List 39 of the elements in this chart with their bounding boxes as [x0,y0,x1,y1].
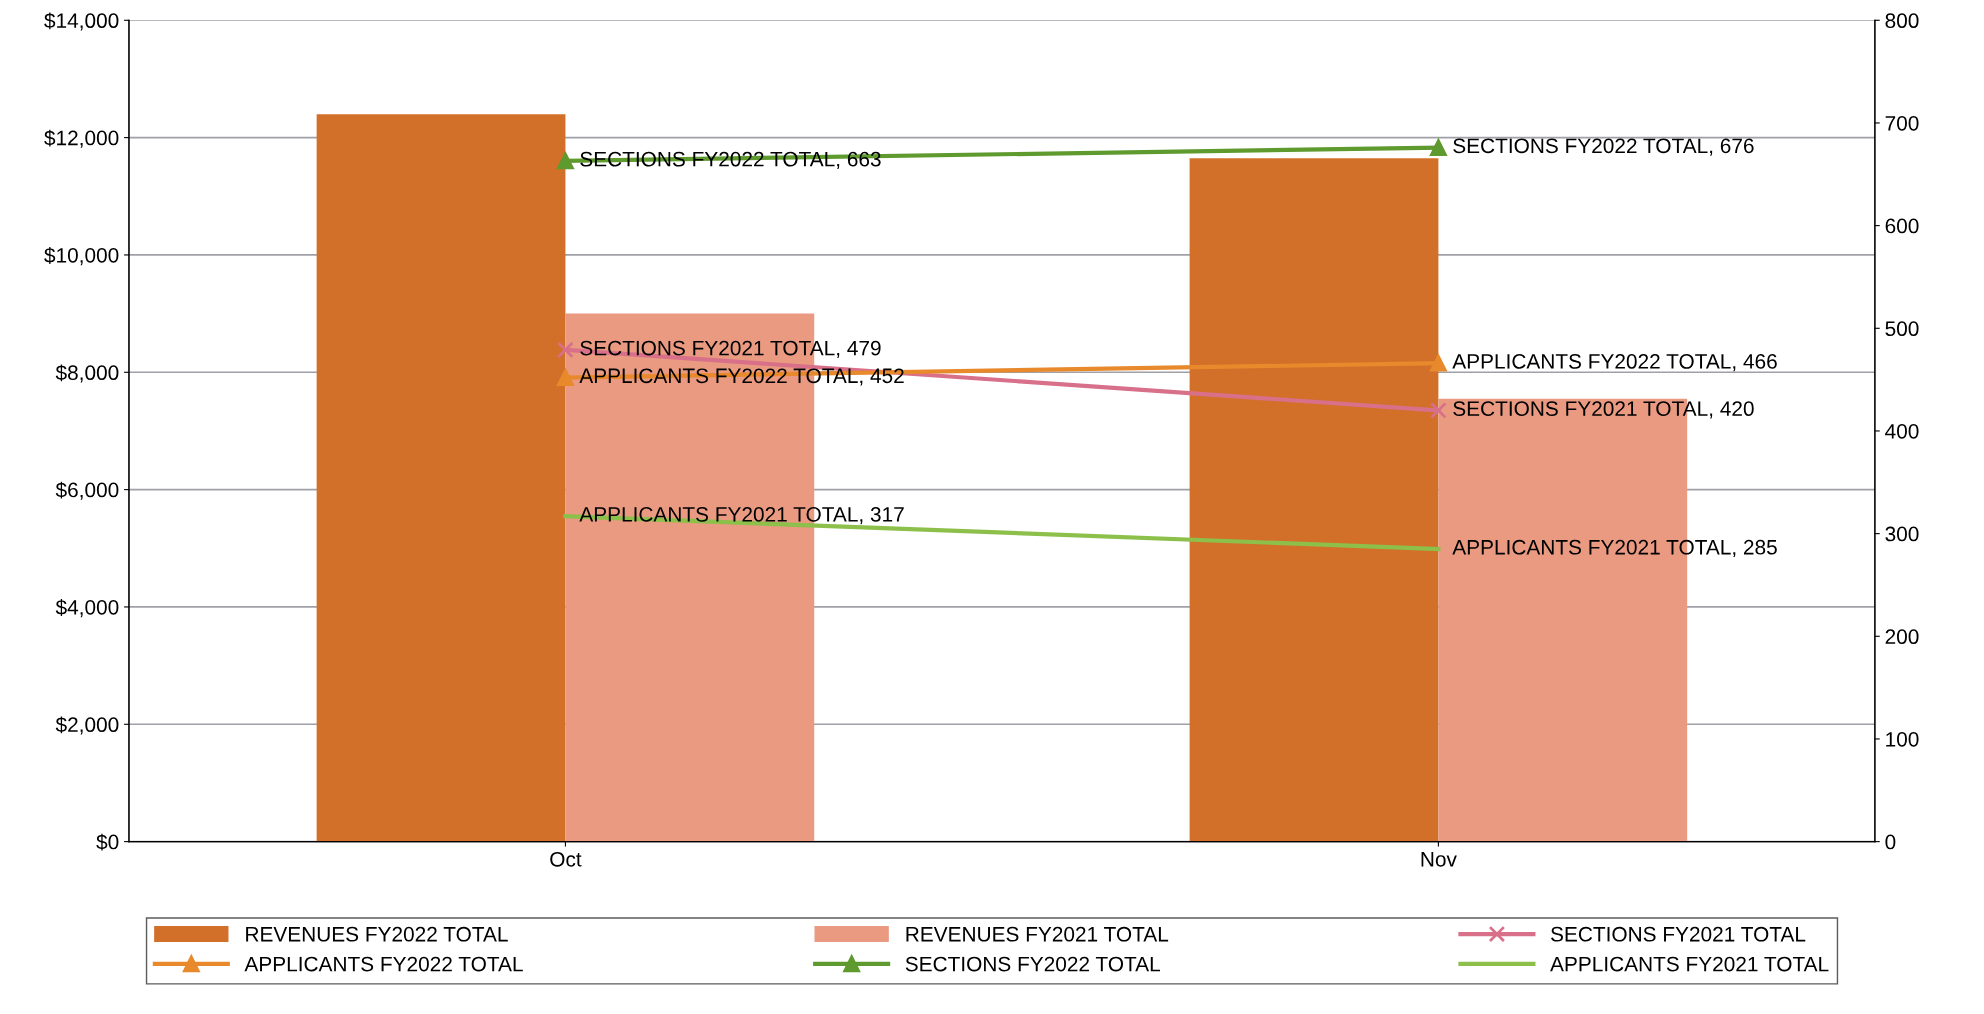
y2-tick-label: 500 [1885,321,1919,337]
x-tick-label: Oct [550,851,582,867]
bar [1189,158,1439,842]
point [557,369,574,386]
y2-tick-label: 300 [1885,526,1919,542]
legend-label: SECTIONS FY2022 TOTAL [905,956,1160,972]
point [1430,139,1447,156]
point [1430,354,1447,372]
legend-label: APPLICANTS FY2021 TOTAL [1550,956,1829,972]
data-label: APPLICANTS FY2022 TOTAL, 466 [1452,354,1777,372]
y2-tick-label: 400 [1885,423,1919,439]
x-tick-label: Nov [1421,852,1457,867]
y-tick-label: $4,000 [55,599,119,618]
y2-tick-label: 600 [1885,218,1919,234]
data-label: APPLICANTS FY2021 TOTAL, 285 [1452,539,1777,558]
data-label: SECTIONS FY2022 TOTAL, 676 [1453,138,1754,156]
y-tick-label: $14,000 [44,12,119,31]
y-tick-label: $6,000 [55,481,119,500]
y-tick-label: $8,000 [55,364,119,383]
legend-label: SECTIONS FY2021 TOTAL [1551,926,1806,942]
y-tick-label: $12,000 [44,129,119,148]
y2-tick-label: 100 [1886,731,1919,747]
y-tick-label: $0 [96,833,119,851]
point [557,341,574,359]
y-tick-label: $2,000 [55,716,119,735]
point [1430,402,1447,419]
point [557,152,574,170]
legend-label: APPLICANTS FY2022 TOTAL [244,956,523,972]
legend-label: REVENUES FY2021 TOTAL [906,926,1169,942]
y2-tick-label: 700 [1885,115,1919,131]
bar [316,114,566,842]
data-label: APPLICANTS FY2021 TOTAL, 317 [579,507,904,525]
data-label: SECTIONS FY2021 TOTAL, 420 [1453,401,1754,419]
y2-tick-label: 800 [1885,13,1919,29]
data-label: SECTIONS FY2021 TOTAL, 479 [580,340,881,358]
y2-tick-label: 200 [1885,629,1919,645]
y2-tick-label: 0 [1885,834,1896,850]
y-tick-label: $10,000 [44,247,119,266]
legend-label: REVENUES FY2022 TOTAL [246,926,508,942]
